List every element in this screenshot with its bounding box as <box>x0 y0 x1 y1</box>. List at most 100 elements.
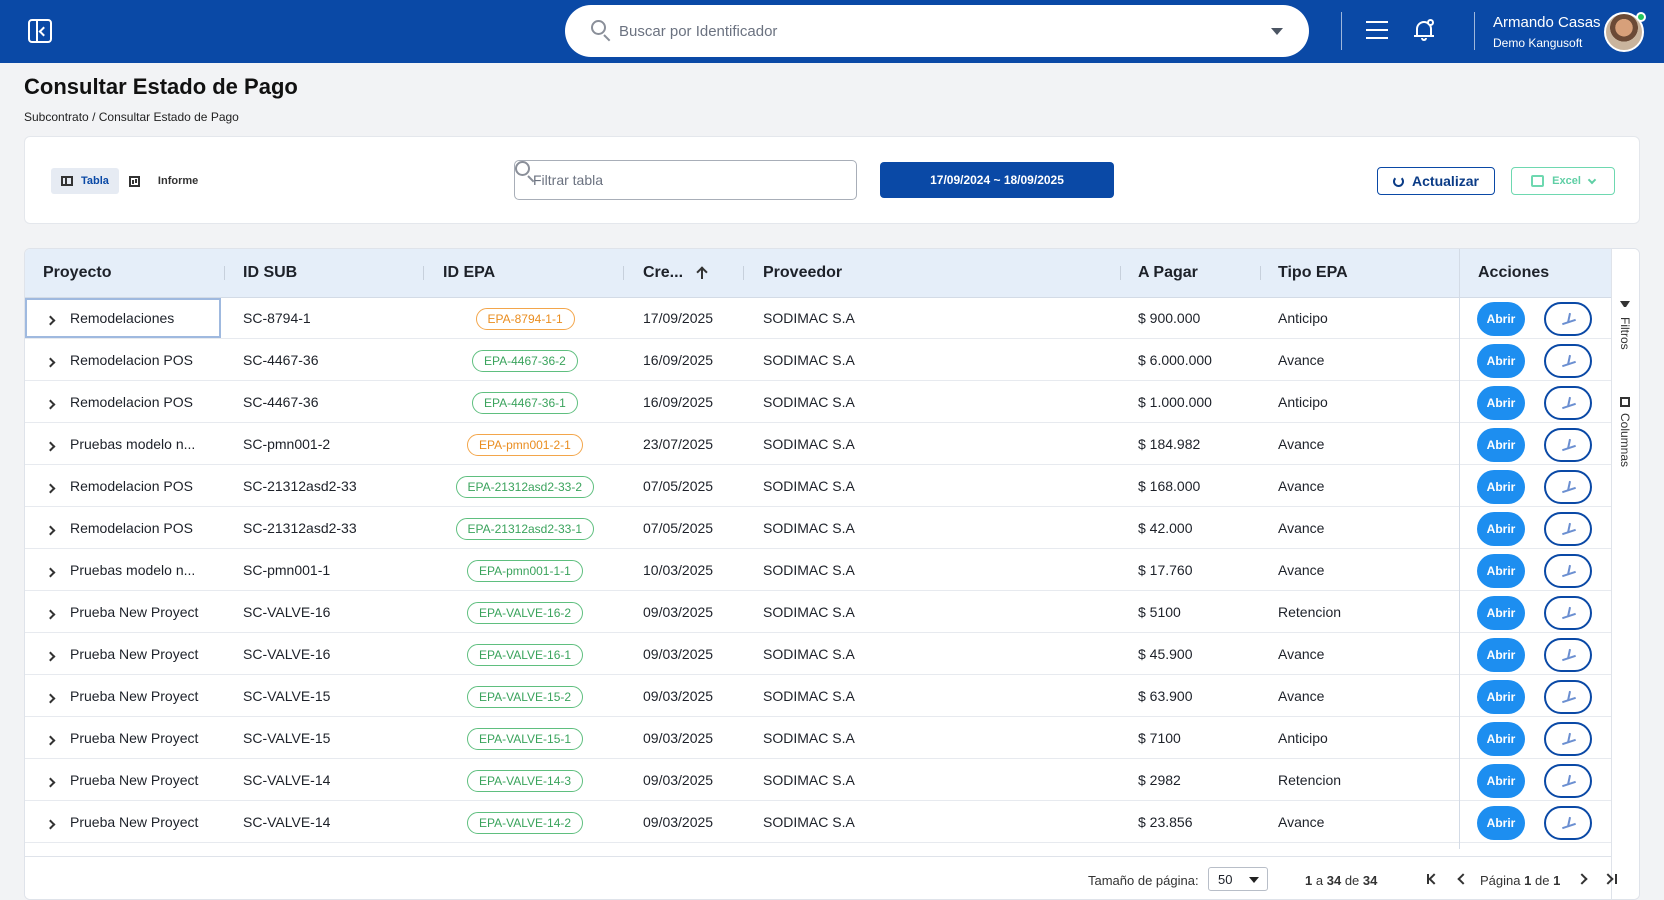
project-cell[interactable]: Pruebas modelo n... <box>25 550 221 590</box>
project-cell[interactable]: Remodelacion POS <box>25 466 221 506</box>
chevron-right-icon[interactable] <box>45 357 56 368</box>
user-name[interactable]: Armando Casas <box>1493 14 1601 31</box>
open-button[interactable]: Abrir <box>1477 722 1525 756</box>
pdf-button[interactable] <box>1544 470 1592 504</box>
project-cell[interactable]: Prueba New Proyect <box>25 634 221 674</box>
sidebar-toggle-icon[interactable] <box>28 19 52 43</box>
table-row[interactable]: Remodelacion POS SC-21312asd2-33 EPA-21312… <box>25 466 1611 507</box>
project-cell[interactable]: Remodelacion POS <box>25 382 221 422</box>
table-row[interactable]: Prueba New Proyect SC-VALVE-16 EPA-VALVE-1… <box>25 634 1611 675</box>
chevron-right-icon[interactable] <box>45 441 56 452</box>
table-row[interactable]: Remodelaciones SC-8794-1 EPA-8794-1-1 17/09… <box>25 298 1611 339</box>
pdf-button[interactable] <box>1544 428 1592 462</box>
last-page-icon[interactable] <box>1605 873 1617 885</box>
page-size-select[interactable]: 50 <box>1208 867 1268 891</box>
pdf-button[interactable] <box>1544 680 1592 714</box>
column-resize-handle[interactable] <box>743 266 744 280</box>
pdf-button[interactable] <box>1544 386 1592 420</box>
table-row[interactable]: Prueba New Proyect SC-VALVE-14 EPA-VALVE-1… <box>25 760 1611 801</box>
chevron-right-icon[interactable] <box>45 567 56 578</box>
pdf-button[interactable] <box>1544 638 1592 672</box>
open-button[interactable]: Abrir <box>1477 344 1525 378</box>
date-range-picker[interactable]: 17/09/2024 ~ 18/09/2025 <box>880 162 1114 198</box>
column-resize-handle[interactable] <box>623 266 624 280</box>
open-button[interactable]: Abrir <box>1477 428 1525 462</box>
breadcrumb-parent[interactable]: Subcontrato <box>24 110 89 124</box>
column-header-tipo-epa[interactable]: Tipo EPA <box>1278 264 1348 281</box>
table-row[interactable]: Pruebas modelo n... SC-pmn001-1 EPA-pmn001… <box>25 550 1611 591</box>
project-cell[interactable]: Prueba New Proyect <box>25 760 221 800</box>
table-row[interactable]: Pruebas modelo n... SC-pmn001-2 EPA-pmn001… <box>25 424 1611 465</box>
notification-bell-icon[interactable] <box>1414 19 1434 41</box>
pdf-button[interactable] <box>1544 512 1592 546</box>
column-resize-handle[interactable] <box>1120 266 1121 280</box>
table-filter-input[interactable]: Filtrar tabla <box>514 160 857 200</box>
open-button[interactable]: Abrir <box>1477 764 1525 798</box>
column-header-proyecto[interactable]: Proyecto <box>43 264 112 281</box>
project-cell[interactable]: Prueba New Proyect <box>25 718 221 758</box>
column-header-proveedor[interactable]: Proveedor <box>763 264 843 281</box>
open-button[interactable]: Abrir <box>1477 512 1525 546</box>
chevron-right-icon[interactable] <box>45 819 56 830</box>
column-header-creado[interactable]: Cre... <box>643 249 707 297</box>
pdf-button[interactable] <box>1544 722 1592 756</box>
table-row[interactable]: Remodelacion POS SC-21312asd2-33 EPA-21312… <box>25 508 1611 549</box>
column-resize-handle[interactable] <box>224 266 225 280</box>
column-header-id-epa[interactable]: ID EPA <box>443 264 496 281</box>
columns-tab[interactable]: Columnas <box>1618 397 1632 467</box>
filters-tab[interactable]: Filtros <box>1618 301 1632 350</box>
open-button[interactable]: Abrir <box>1477 638 1525 672</box>
chevron-right-icon[interactable] <box>45 483 56 494</box>
chevron-right-icon[interactable] <box>45 651 56 662</box>
chevron-down-icon[interactable] <box>1271 27 1283 35</box>
chevron-right-icon[interactable] <box>45 609 56 620</box>
pdf-button[interactable] <box>1544 806 1592 840</box>
sort-ascending-icon[interactable] <box>697 267 707 279</box>
open-button[interactable]: Abrir <box>1477 386 1525 420</box>
column-resize-handle[interactable] <box>423 266 424 280</box>
first-page-icon[interactable] <box>1427 873 1439 885</box>
pdf-button[interactable] <box>1544 344 1592 378</box>
column-header-id-sub[interactable]: ID SUB <box>243 264 298 281</box>
previous-page-icon[interactable] <box>1456 873 1468 885</box>
project-cell[interactable]: Remodelacion POS <box>25 340 221 380</box>
global-search[interactable]: Buscar por Identificador <box>565 5 1309 57</box>
chevron-right-icon[interactable] <box>45 735 56 746</box>
table-row[interactable]: Remodelacion POS SC-4467-36 EPA-4467-36-2 1… <box>25 340 1611 381</box>
chevron-right-icon[interactable] <box>45 777 56 788</box>
open-button[interactable]: Abrir <box>1477 596 1525 630</box>
chevron-right-icon[interactable] <box>45 315 56 326</box>
project-cell[interactable]: Prueba New Proyect <box>25 676 221 716</box>
open-button[interactable]: Abrir <box>1477 470 1525 504</box>
open-button[interactable]: Abrir <box>1477 302 1525 336</box>
project-cell[interactable]: Pruebas modelo n... <box>25 424 221 464</box>
view-table-button[interactable]: Tabla <box>51 168 119 194</box>
table-row[interactable]: Prueba New Proyect SC-VALVE-14 EPA-VALVE-1… <box>25 802 1611 843</box>
project-cell[interactable]: Remodelacion POS <box>25 508 221 548</box>
open-button[interactable]: Abrir <box>1477 806 1525 840</box>
open-button[interactable]: Abrir <box>1477 680 1525 714</box>
pdf-button[interactable] <box>1544 596 1592 630</box>
menu-icon[interactable] <box>1366 21 1388 39</box>
excel-export-button[interactable]: Excel <box>1511 167 1615 195</box>
refresh-button[interactable]: Actualizar <box>1377 167 1495 195</box>
table-row[interactable]: Remodelacion POS SC-4467-36 EPA-4467-36-1 1… <box>25 382 1611 423</box>
chevron-right-icon[interactable] <box>45 693 56 704</box>
project-cell[interactable]: Remodelaciones <box>25 298 221 338</box>
pdf-button[interactable] <box>1544 764 1592 798</box>
grid-body[interactable]: Remodelaciones SC-8794-1 EPA-8794-1-1 17/09… <box>25 298 1611 856</box>
chevron-right-icon[interactable] <box>45 399 56 410</box>
pdf-button[interactable] <box>1544 554 1592 588</box>
view-report-button[interactable]: Informe <box>119 168 208 194</box>
column-header-a-pagar[interactable]: A Pagar <box>1138 264 1198 281</box>
table-row[interactable]: Prueba New Proyect SC-VALVE-15 EPA-VALVE-1… <box>25 718 1611 759</box>
project-cell[interactable]: Prueba New Proyect <box>25 592 221 632</box>
table-row[interactable]: Prueba New Proyect SC-VALVE-15 EPA-VALVE-1… <box>25 676 1611 717</box>
pdf-button[interactable] <box>1544 302 1592 336</box>
table-row[interactable]: Prueba New Proyect SC-VALVE-16 EPA-VALVE-1… <box>25 592 1611 633</box>
open-button[interactable]: Abrir <box>1477 554 1525 588</box>
chevron-right-icon[interactable] <box>45 525 56 536</box>
next-page-icon[interactable] <box>1577 873 1589 885</box>
column-resize-handle[interactable] <box>1260 266 1261 280</box>
project-cell[interactable]: Prueba New Proyect <box>25 802 221 842</box>
